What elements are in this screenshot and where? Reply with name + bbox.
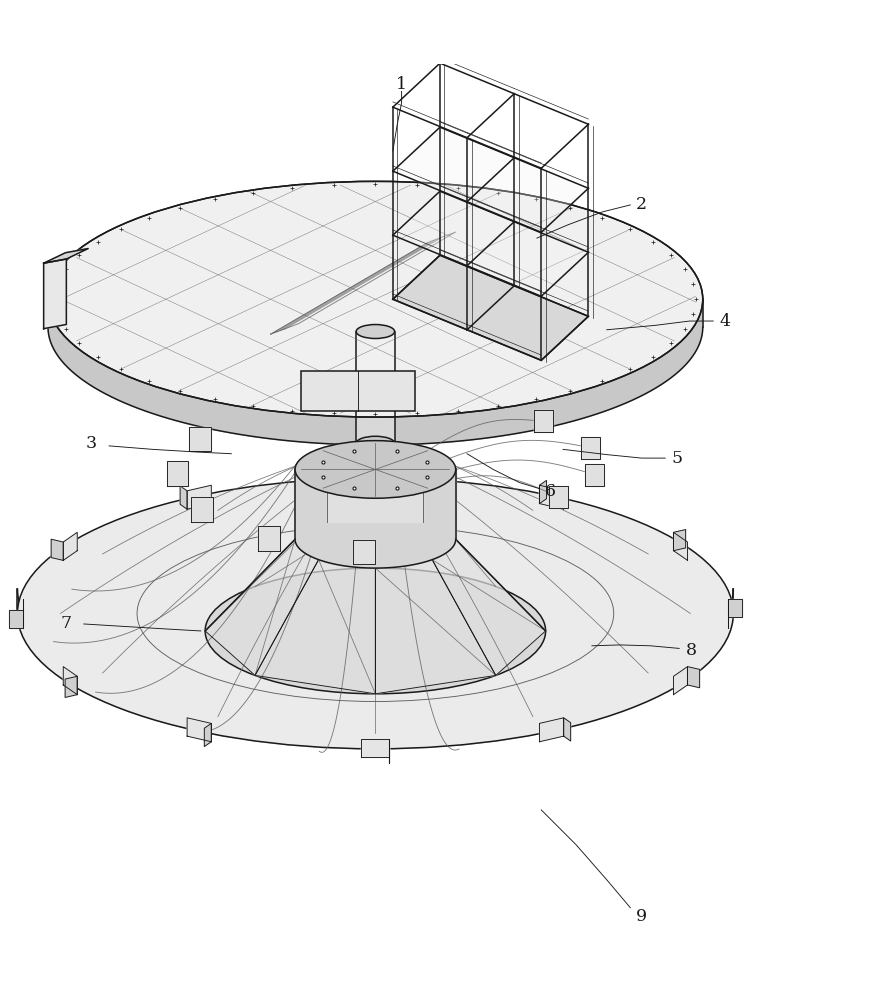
Polygon shape xyxy=(361,470,389,488)
Polygon shape xyxy=(48,299,703,445)
Polygon shape xyxy=(674,667,688,695)
Polygon shape xyxy=(191,497,213,522)
Polygon shape xyxy=(189,427,210,451)
Bar xyxy=(301,371,415,411)
Polygon shape xyxy=(295,469,456,568)
Polygon shape xyxy=(674,530,685,551)
Polygon shape xyxy=(375,560,496,694)
Text: 7: 7 xyxy=(61,615,72,632)
Polygon shape xyxy=(205,539,319,675)
Ellipse shape xyxy=(356,436,395,450)
Ellipse shape xyxy=(295,441,456,498)
Polygon shape xyxy=(540,718,564,742)
Polygon shape xyxy=(180,486,187,509)
Polygon shape xyxy=(728,599,742,617)
Ellipse shape xyxy=(17,478,733,749)
Ellipse shape xyxy=(327,443,423,478)
Polygon shape xyxy=(258,526,279,551)
Polygon shape xyxy=(393,191,588,296)
Polygon shape xyxy=(167,461,189,486)
Text: 6: 6 xyxy=(545,483,555,500)
Polygon shape xyxy=(44,259,66,329)
Polygon shape xyxy=(44,249,88,263)
Polygon shape xyxy=(564,718,571,741)
Polygon shape xyxy=(63,532,77,560)
Polygon shape xyxy=(187,718,211,742)
Polygon shape xyxy=(354,540,375,564)
Polygon shape xyxy=(204,723,211,747)
Polygon shape xyxy=(585,464,604,486)
Polygon shape xyxy=(361,739,389,757)
Polygon shape xyxy=(581,437,600,459)
Polygon shape xyxy=(549,486,568,508)
Polygon shape xyxy=(688,667,699,688)
Polygon shape xyxy=(540,480,546,504)
Text: 2: 2 xyxy=(636,196,647,213)
Polygon shape xyxy=(533,410,553,432)
Ellipse shape xyxy=(48,181,703,417)
Polygon shape xyxy=(17,589,733,749)
Polygon shape xyxy=(65,676,77,697)
Polygon shape xyxy=(52,539,63,560)
Polygon shape xyxy=(393,255,588,360)
Polygon shape xyxy=(393,127,588,232)
Polygon shape xyxy=(63,667,77,695)
Polygon shape xyxy=(674,532,688,560)
Ellipse shape xyxy=(356,325,395,338)
Text: 9: 9 xyxy=(636,908,647,925)
Text: 3: 3 xyxy=(86,435,97,452)
Polygon shape xyxy=(295,469,456,539)
Bar xyxy=(375,497,394,522)
Polygon shape xyxy=(327,461,423,522)
Polygon shape xyxy=(540,485,564,509)
Polygon shape xyxy=(187,485,211,509)
Text: 5: 5 xyxy=(671,450,682,467)
Polygon shape xyxy=(9,610,23,628)
Bar xyxy=(356,332,395,443)
Polygon shape xyxy=(255,560,375,694)
Polygon shape xyxy=(432,539,546,675)
Text: 1: 1 xyxy=(396,76,407,93)
Text: 8: 8 xyxy=(686,642,697,659)
Ellipse shape xyxy=(205,568,546,694)
Polygon shape xyxy=(393,255,588,360)
Text: 4: 4 xyxy=(719,313,730,330)
